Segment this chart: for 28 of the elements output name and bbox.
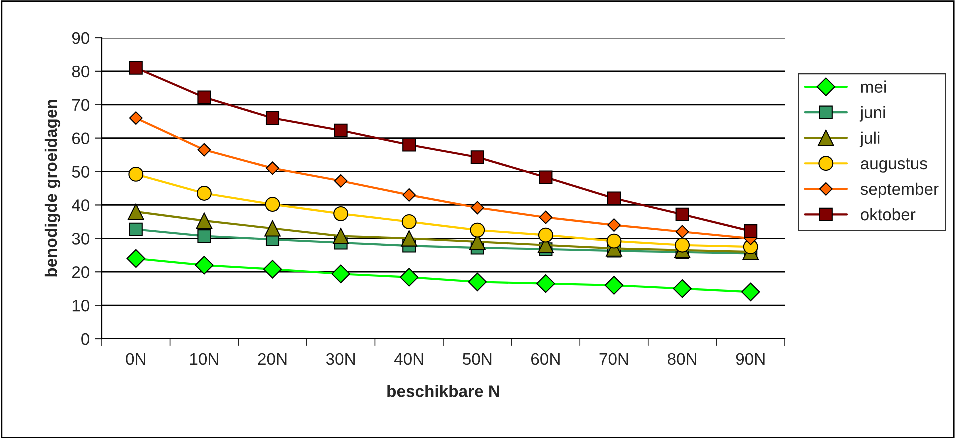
y-tick-label: 30 <box>72 233 90 245</box>
x-tick-label: 80N <box>668 353 696 366</box>
legend-label: oktober <box>861 208 916 221</box>
y-tick-label: 10 <box>72 300 90 312</box>
x-tick-label: 40N <box>394 353 424 366</box>
legend-label: juni <box>860 106 886 122</box>
x-tick-label: 0N <box>126 353 146 366</box>
y-tick-label: 90 <box>72 32 90 44</box>
y-axis-title: benodigde groeidagen <box>44 100 61 277</box>
legend-label: augustus <box>861 158 928 173</box>
x-tick-label: 20N <box>258 353 287 366</box>
x-tick-label: 10N <box>190 353 218 366</box>
y-tick-label: 0 <box>82 333 90 346</box>
x-tick-label: 50N <box>463 353 492 366</box>
legend-label: juli <box>860 132 880 148</box>
y-tick-label: 60 <box>72 132 90 145</box>
y-tick-label: 80 <box>72 66 90 78</box>
x-tick-label: 30N <box>326 353 355 366</box>
legend-label: september <box>860 182 939 198</box>
legend-label: mei <box>861 80 886 94</box>
x-axis-title: beschikbare N <box>388 385 500 398</box>
x-tick-label: 70N <box>600 353 628 366</box>
y-tick-label: 40 <box>72 200 90 212</box>
x-tick-label: 90N <box>736 353 765 366</box>
y-tick-label: 70 <box>72 99 90 112</box>
y-tick-label: 20 <box>72 266 90 278</box>
x-tick-label: 60N <box>532 353 560 366</box>
y-tick-label: 50 <box>72 166 90 178</box>
